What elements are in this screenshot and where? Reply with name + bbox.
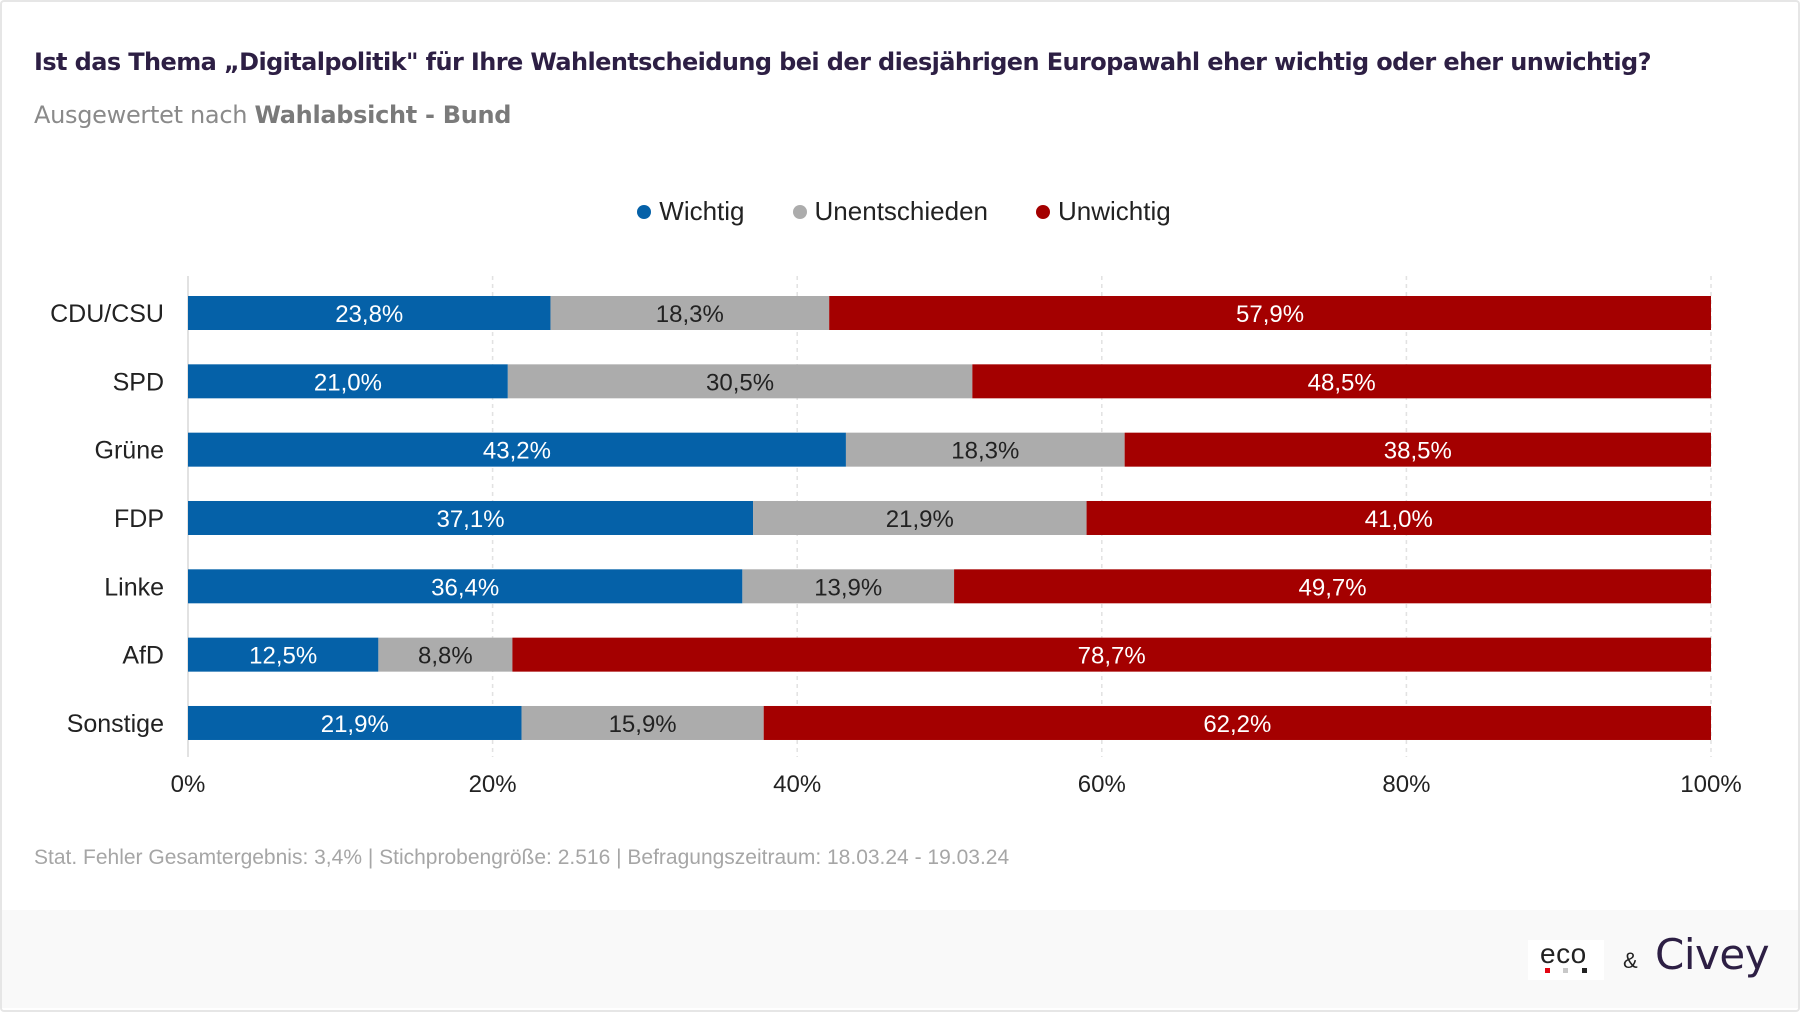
bar-segment-unwichtig xyxy=(1124,432,1711,467)
x-tick-label: 20% xyxy=(469,771,517,798)
bar-segment-unentschieden xyxy=(742,569,955,604)
subtitle-prefix: Ausgewertet nach xyxy=(34,101,255,129)
x-tick-label: 100% xyxy=(1680,771,1741,798)
legend-item-wichtig[interactable]: Wichtig xyxy=(637,196,745,227)
category-label: Grüne xyxy=(95,437,164,465)
data-label: 21,9% xyxy=(886,506,954,533)
ampersand: & xyxy=(1623,948,1638,973)
data-label: 21,9% xyxy=(321,711,389,738)
category-label: CDU/CSU xyxy=(50,300,164,328)
data-label: 23,8% xyxy=(335,301,403,328)
data-label: 36,4% xyxy=(431,574,499,601)
bar-segment-wichtig xyxy=(188,364,508,399)
bar-segment-unentschieden xyxy=(521,705,764,740)
data-label: 15,9% xyxy=(609,711,677,738)
legend-label-wichtig: Wichtig xyxy=(659,196,745,226)
bar-segment-wichtig xyxy=(188,569,743,604)
x-tick-label: 80% xyxy=(1382,771,1430,798)
data-label: 48,5% xyxy=(1308,369,1376,396)
chart-title: Ist das Thema „Digitalpolitik" für Ihre … xyxy=(34,48,1652,76)
data-label: 78,7% xyxy=(1078,643,1146,670)
eco-dot-black xyxy=(1582,968,1587,973)
x-tick-label: 0% xyxy=(171,771,206,798)
data-label: 62,2% xyxy=(1203,711,1271,738)
bar-segment-wichtig xyxy=(188,296,551,330)
data-label: 37,1% xyxy=(436,506,504,533)
data-label: 21,0% xyxy=(314,369,382,396)
bar-segment-wichtig xyxy=(188,637,379,672)
bar-segment-wichtig xyxy=(188,432,846,467)
data-label: 57,9% xyxy=(1236,301,1304,328)
legend-item-unwichtig[interactable]: Unwichtig xyxy=(1036,196,1171,227)
data-label: 30,5% xyxy=(706,369,774,396)
eco-dot-gray xyxy=(1563,968,1568,973)
category-label: FDP xyxy=(114,505,164,533)
legend-label-unentschieden: Unentschieden xyxy=(814,196,988,226)
civey-logo: Civey xyxy=(1655,930,1770,979)
data-label: 41,0% xyxy=(1365,506,1433,533)
bar-segment-unwichtig xyxy=(829,296,1711,330)
bar-segment-unentschieden xyxy=(507,364,973,399)
data-label: 18,3% xyxy=(656,301,724,328)
bar-segment-wichtig xyxy=(188,500,754,535)
legend-dot-unentschieden xyxy=(792,204,807,219)
bar-segment-unentschieden xyxy=(753,500,1087,535)
bar-segment-unwichtig xyxy=(512,637,1712,672)
category-label: Linke xyxy=(104,573,164,601)
subtitle-bold: Wahlabsicht - Bund xyxy=(254,101,512,129)
category-label: Sonstige xyxy=(67,710,164,738)
data-label: 38,5% xyxy=(1384,438,1452,465)
data-label: 13,9% xyxy=(814,574,882,601)
data-label: 18,3% xyxy=(951,438,1019,465)
legend-dot-wichtig xyxy=(637,204,652,219)
category-label: AfD xyxy=(122,642,164,670)
data-label: 8,8% xyxy=(418,643,473,670)
stacked-bar-chart: 0% 20% 40% 60% 80% 100% CDU/CSU 23,8% 18,3% 57,9%… xyxy=(50,276,1742,798)
bar-segment-unwichtig xyxy=(1086,500,1711,535)
bar-segment-wichtig xyxy=(188,705,522,740)
legend-item-unentschieden[interactable]: Unentschieden xyxy=(792,196,988,227)
data-label: 43,2% xyxy=(483,438,551,465)
x-tick-label: 60% xyxy=(1078,771,1126,798)
bar-segment-unwichtig xyxy=(972,364,1711,399)
eco-dot-red xyxy=(1545,968,1550,973)
eco-logo: eco xyxy=(1528,938,1604,980)
bar-segment-unentschieden xyxy=(378,637,513,672)
legend-label-unwichtig: Unwichtig xyxy=(1058,196,1171,226)
bar-segment-unentschieden xyxy=(550,296,830,330)
footnote: Stat. Fehler Gesamtergebnis: 3,4% | Stic… xyxy=(34,846,1010,869)
x-tick-label: 40% xyxy=(773,771,821,798)
chart-subtitle: Ausgewertet nach Wahlabsicht - Bund xyxy=(34,101,511,129)
data-label: 12,5% xyxy=(249,643,317,670)
legend: Wichtig Unentschieden Unwichtig xyxy=(0,196,1800,227)
data-label: 49,7% xyxy=(1299,574,1367,601)
bar-segment-unentschieden xyxy=(845,432,1125,467)
legend-dot-unwichtig xyxy=(1036,204,1050,219)
category-label: SPD xyxy=(113,368,164,396)
footer-bar xyxy=(2,910,1798,1008)
eco-logo-text: eco xyxy=(1540,938,1587,969)
bar-segment-unwichtig xyxy=(763,705,1711,740)
bar-segment-unwichtig xyxy=(954,569,1711,604)
